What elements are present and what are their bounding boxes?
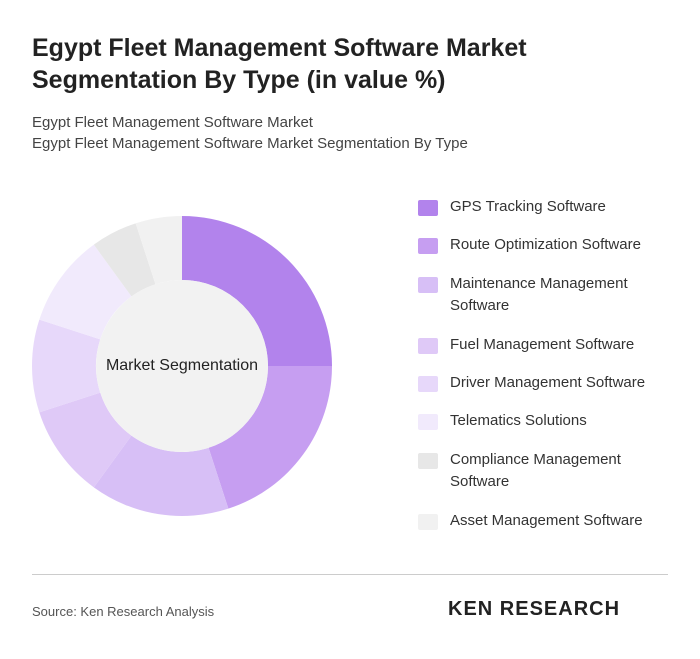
- legend-label: GPS Tracking Software: [450, 198, 606, 215]
- legend-label: Driver Management Software: [450, 374, 646, 391]
- legend-swatch: [418, 200, 438, 216]
- legend-item: Telematics Solutions: [418, 410, 665, 432]
- donut-slice: [32, 319, 101, 413]
- donut-slice: [182, 216, 332, 366]
- legend-item: GPS Tracking Software: [418, 196, 665, 218]
- donut-hole: [96, 280, 268, 452]
- source: Source: Ken Research Analysis: [32, 604, 215, 619]
- subtitle: Egypt Fleet Management Software Market S…: [32, 135, 468, 152]
- legend-swatch: [418, 238, 438, 254]
- legend-swatch: [418, 277, 438, 293]
- legend-item: Compliance Management Software: [418, 449, 665, 493]
- legend-label: Asset Management Software: [450, 512, 643, 529]
- legend-label: Fuel Management Software: [450, 336, 635, 353]
- divider: [32, 574, 668, 575]
- donut-slice: [39, 244, 132, 340]
- logo: KEN RESEARCH: [448, 598, 621, 620]
- legend-item: Maintenance Management Software: [418, 273, 665, 317]
- legend-item: Asset Management Software: [418, 510, 665, 532]
- donut-chart: Market Segmentation: [32, 216, 332, 516]
- donut-slice: [93, 223, 156, 297]
- center-label: Market Segmentation: [106, 357, 258, 374]
- legend-label: Maintenance Management Software: [450, 275, 628, 314]
- legend-swatch: [418, 376, 438, 392]
- legend-item: Driver Management Software: [418, 372, 665, 394]
- legend-item: Route Optimization Software: [418, 234, 665, 256]
- legend-label: Route Optimization Software: [450, 236, 641, 253]
- chart-title: Egypt Fleet Management Software Market S…: [32, 34, 527, 94]
- legend-swatch: [418, 453, 438, 469]
- legend-label: Telematics Solutions: [450, 412, 587, 429]
- donut-slice: [208, 366, 332, 509]
- legend-swatch: [418, 338, 438, 354]
- legend-swatch: [418, 414, 438, 430]
- legend-item: Fuel Management Software: [418, 334, 665, 356]
- subtitle: Egypt Fleet Management Software Market: [32, 114, 313, 131]
- donut-slice: [39, 392, 132, 488]
- donut-slice: [135, 216, 182, 285]
- legend-swatch: [418, 514, 438, 530]
- legend-label: Compliance Management Software: [450, 451, 621, 490]
- donut-slice: [93, 435, 229, 516]
